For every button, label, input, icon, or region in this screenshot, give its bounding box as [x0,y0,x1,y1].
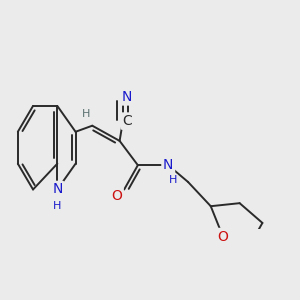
Text: N: N [122,90,132,104]
Text: H: H [169,176,177,185]
Text: H: H [53,201,61,211]
Text: O: O [111,189,122,202]
Text: N: N [163,158,173,172]
Text: O: O [218,230,228,244]
Text: N: N [52,182,62,197]
Text: H: H [82,109,90,118]
Text: C: C [122,114,132,128]
